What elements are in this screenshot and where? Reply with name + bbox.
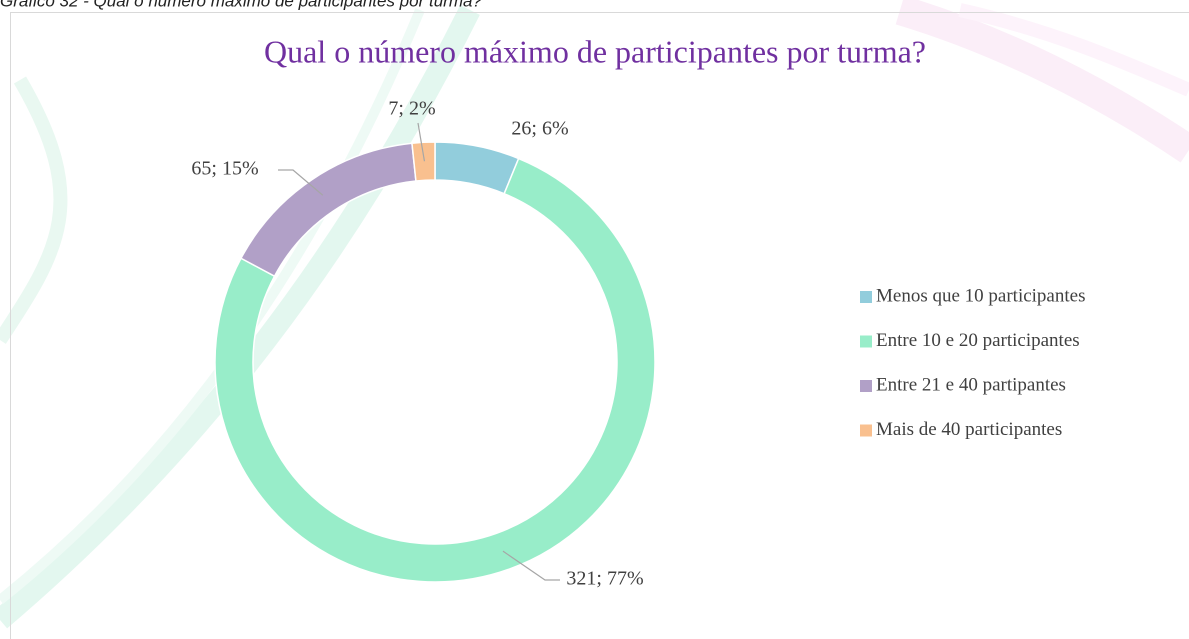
data-label: 26; 6% [511,118,568,140]
legend-label: Entre 21 e 40 partipantes [876,374,1066,395]
donut-segment [434,141,520,195]
legend-swatch [860,335,872,348]
caption: Gráfico 32 - Qual o número máximo de par… [0,0,482,10]
data-label: 321; 77% [566,568,643,590]
data-label: 65; 15% [191,158,258,180]
leader-line [417,122,426,162]
legend-label: Menos que 10 participantes [876,285,1085,306]
leader-line [502,550,560,581]
legend-swatch [860,380,872,392]
donut-segment [214,157,656,583]
chart-title: Qual o número máximo de participantes po… [264,33,926,69]
legend-swatch [860,424,872,437]
legend-label: Entre 10 e 20 participantes [876,330,1080,351]
legend-swatch [860,291,872,303]
donut-segment [411,141,436,182]
legend-label: Mais de 40 participantes [876,419,1062,440]
leader-line [278,169,324,196]
chart-border [10,12,1189,639]
data-label: 7; 2% [388,98,435,120]
